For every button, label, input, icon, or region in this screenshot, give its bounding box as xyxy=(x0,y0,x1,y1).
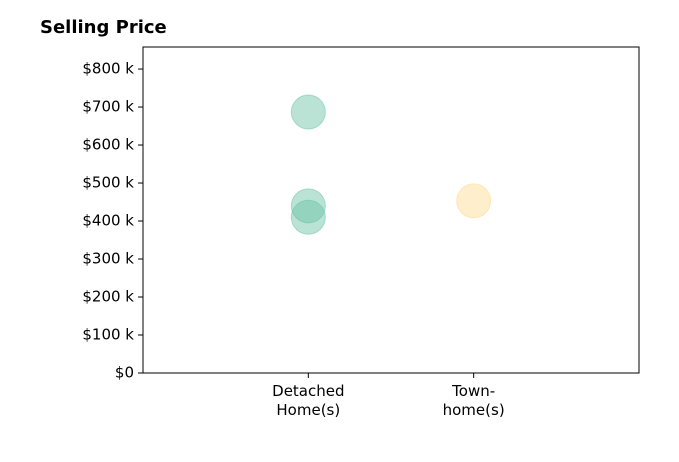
plot-frame xyxy=(142,46,640,374)
y-tick-label: $200 k xyxy=(82,288,134,306)
point xyxy=(290,199,326,235)
y-tick-label: $0 xyxy=(115,364,134,382)
y-tick-label: $600 k xyxy=(82,136,134,154)
y-tick-label: $800 k xyxy=(82,60,134,78)
point xyxy=(290,94,326,130)
chart-title: Selling Price xyxy=(40,17,167,38)
y-tick-label: $500 k xyxy=(82,174,134,192)
y-tick-label: $100 k xyxy=(82,326,134,344)
y-tick-label: $700 k xyxy=(82,98,134,116)
y-tick-label: $300 k xyxy=(82,250,134,268)
x-tick-label: Town- home(s) xyxy=(442,382,505,419)
y-tick-label: $400 k xyxy=(82,212,134,230)
x-tick-label: Detached Home(s) xyxy=(272,382,345,419)
point xyxy=(290,188,326,224)
point xyxy=(456,183,492,219)
